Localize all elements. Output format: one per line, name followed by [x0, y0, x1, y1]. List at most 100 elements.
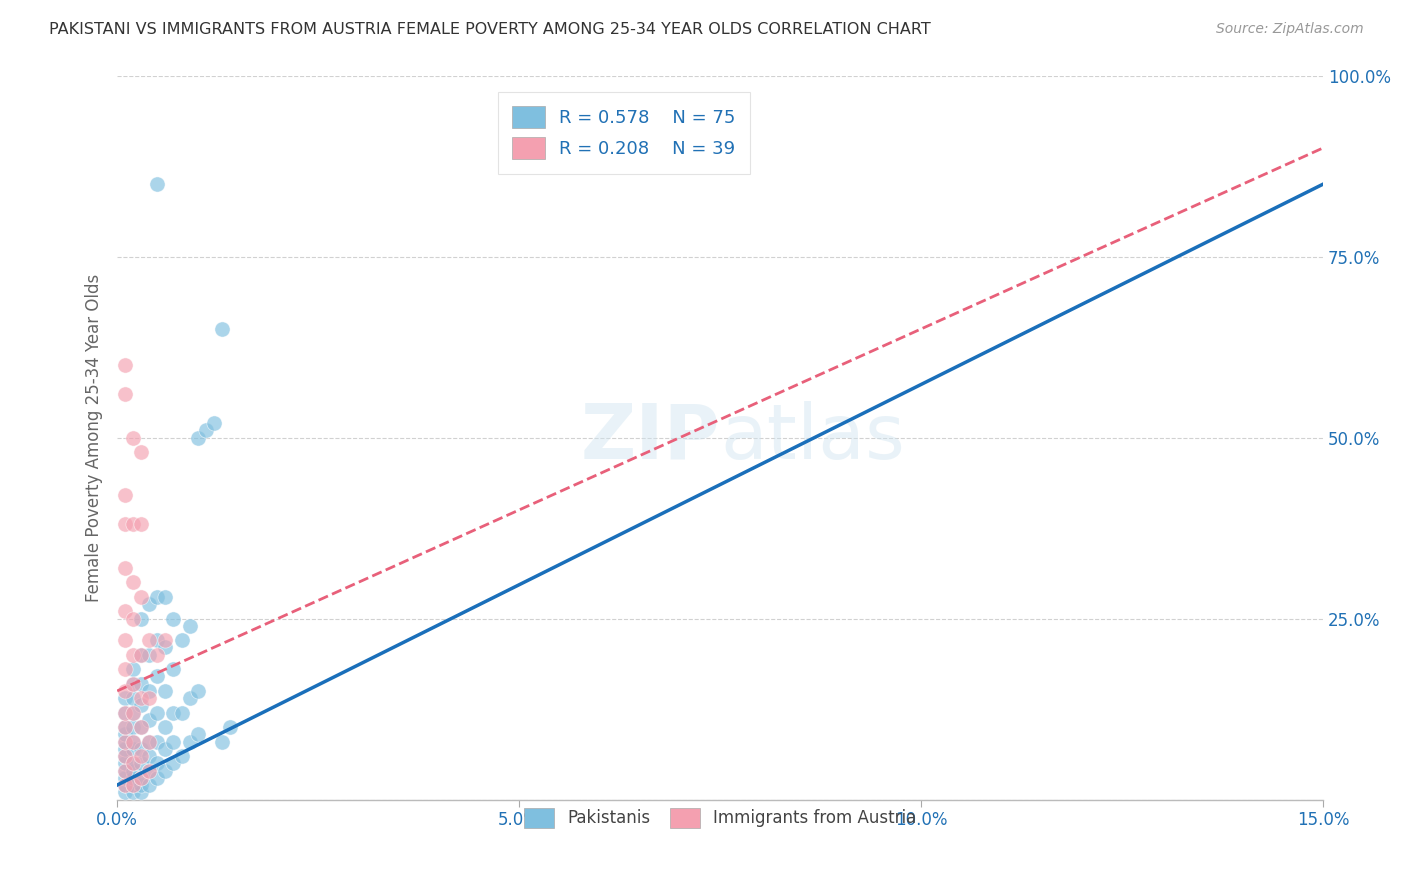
Point — [114, 727, 136, 741]
Point — [114, 749, 136, 764]
Point — [146, 756, 169, 771]
Point — [131, 785, 153, 799]
Point — [114, 387, 136, 401]
Point — [138, 734, 160, 748]
Point — [146, 177, 169, 191]
Point — [122, 785, 145, 799]
Point — [146, 669, 169, 683]
Point — [114, 785, 136, 799]
Point — [122, 648, 145, 662]
Point — [162, 611, 184, 625]
Point — [162, 756, 184, 771]
Point — [122, 517, 145, 532]
Point — [114, 691, 136, 706]
Point — [122, 764, 145, 778]
Point — [131, 771, 153, 785]
Text: atlas: atlas — [720, 401, 905, 475]
Point — [146, 648, 169, 662]
Point — [170, 706, 193, 720]
Point — [122, 706, 145, 720]
Point — [194, 423, 217, 437]
Y-axis label: Female Poverty Among 25-34 Year Olds: Female Poverty Among 25-34 Year Olds — [86, 273, 103, 601]
Point — [131, 648, 153, 662]
Point — [114, 488, 136, 502]
Point — [155, 633, 177, 648]
Legend: Pakistanis, Immigrants from Austria: Pakistanis, Immigrants from Austria — [517, 801, 924, 835]
Point — [155, 742, 177, 756]
Point — [114, 749, 136, 764]
Point — [155, 640, 177, 655]
Point — [114, 764, 136, 778]
Point — [211, 322, 233, 336]
Point — [122, 734, 145, 748]
Point — [155, 764, 177, 778]
Point — [114, 778, 136, 792]
Point — [114, 756, 136, 771]
Point — [122, 756, 145, 771]
Point — [122, 778, 145, 792]
Point — [114, 633, 136, 648]
Point — [146, 706, 169, 720]
Point — [122, 430, 145, 444]
Point — [138, 684, 160, 698]
Point — [218, 720, 240, 734]
Point — [138, 778, 160, 792]
Point — [131, 720, 153, 734]
Point — [131, 590, 153, 604]
Point — [170, 633, 193, 648]
Point — [179, 619, 201, 633]
Point — [138, 691, 160, 706]
Point — [146, 590, 169, 604]
Point — [122, 611, 145, 625]
Point — [138, 764, 160, 778]
Text: Source: ZipAtlas.com: Source: ZipAtlas.com — [1216, 22, 1364, 37]
Point — [114, 517, 136, 532]
Point — [114, 684, 136, 698]
Point — [114, 706, 136, 720]
Point — [122, 575, 145, 590]
Point — [114, 734, 136, 748]
Point — [138, 633, 160, 648]
Point — [155, 720, 177, 734]
Point — [114, 358, 136, 372]
Point — [162, 734, 184, 748]
Point — [131, 691, 153, 706]
Point — [114, 742, 136, 756]
Point — [122, 676, 145, 690]
Point — [187, 684, 209, 698]
Point — [122, 756, 145, 771]
Point — [131, 749, 153, 764]
Point — [122, 662, 145, 676]
Point — [146, 771, 169, 785]
Point — [162, 662, 184, 676]
Point — [131, 778, 153, 792]
Point — [114, 764, 136, 778]
Point — [131, 771, 153, 785]
Point — [122, 676, 145, 690]
Point — [131, 742, 153, 756]
Point — [131, 756, 153, 771]
Point — [114, 706, 136, 720]
Point — [131, 611, 153, 625]
Point — [155, 590, 177, 604]
Point — [122, 778, 145, 792]
Point — [162, 706, 184, 720]
Point — [179, 691, 201, 706]
Point — [122, 720, 145, 734]
Point — [114, 720, 136, 734]
Point — [114, 604, 136, 618]
Point — [114, 662, 136, 676]
Point — [170, 749, 193, 764]
Text: PAKISTANI VS IMMIGRANTS FROM AUSTRIA FEMALE POVERTY AMONG 25-34 YEAR OLDS CORREL: PAKISTANI VS IMMIGRANTS FROM AUSTRIA FEM… — [49, 22, 931, 37]
Point — [138, 713, 160, 727]
Point — [138, 648, 160, 662]
Point — [122, 771, 145, 785]
Point — [131, 698, 153, 713]
Point — [138, 597, 160, 611]
Point — [138, 734, 160, 748]
Point — [131, 517, 153, 532]
Point — [146, 734, 169, 748]
Point — [114, 720, 136, 734]
Point — [146, 633, 169, 648]
Point — [155, 684, 177, 698]
